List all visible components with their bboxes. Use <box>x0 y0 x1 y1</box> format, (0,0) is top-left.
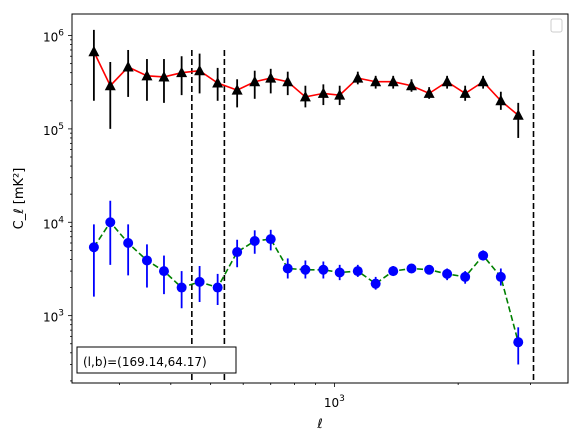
triangle-marker <box>265 72 277 83</box>
triangle-marker <box>334 89 346 100</box>
triangle-marker <box>88 45 100 57</box>
circle-marker <box>352 266 363 277</box>
plot-frame <box>71 13 569 384</box>
annotation: (l,b)=(169.14,64.17) <box>76 346 237 374</box>
triangle-marker <box>104 79 116 91</box>
circle-marker <box>88 242 99 253</box>
y-tick-label: 104 <box>43 215 64 231</box>
triangle-marker <box>441 75 453 87</box>
circle-marker <box>212 282 223 293</box>
triangle-marker <box>249 75 261 87</box>
triangle-marker <box>176 66 188 78</box>
tick-layer: 103 104 105 106 103 <box>43 29 531 410</box>
circle-marker <box>388 266 399 277</box>
annotation-box <box>76 346 237 374</box>
triangle-marker <box>282 75 294 87</box>
circle-marker <box>194 276 205 287</box>
circle-marker <box>105 217 116 228</box>
triangle-marker <box>158 70 170 82</box>
triangle-marker <box>352 72 364 83</box>
circle-marker <box>265 234 276 245</box>
circle-marker <box>232 247 243 258</box>
triangle-marker <box>423 87 435 98</box>
annotation-text: (l,b)=(169.14,64.17) <box>83 355 207 369</box>
triangle-marker <box>212 77 224 88</box>
triangle-marker <box>477 75 489 87</box>
series-1 <box>88 29 524 138</box>
x-tick-label: 103 <box>324 394 345 410</box>
circle-marker <box>249 236 260 247</box>
circle-marker <box>460 271 471 282</box>
triangle-marker <box>299 90 311 102</box>
triangle-marker <box>387 75 399 87</box>
circle-marker <box>123 237 134 248</box>
circle-marker <box>406 263 417 274</box>
circle-marker <box>478 250 489 261</box>
y-tick-label: 105 <box>43 122 64 138</box>
triangle-marker <box>231 84 243 95</box>
triangle-marker <box>495 94 507 106</box>
circle-marker <box>141 255 152 266</box>
x-axis-label: ℓ <box>316 417 322 432</box>
series-2-line <box>93 220 520 343</box>
y-axis-label: C_ℓ [mK²] <box>12 168 27 230</box>
triangle-marker <box>405 79 417 91</box>
circle-marker <box>495 271 506 282</box>
triangle-marker <box>194 64 206 76</box>
y-tick-label: 106 <box>43 29 64 45</box>
circle-marker <box>176 282 187 293</box>
series-2 <box>88 200 524 365</box>
triangle-marker <box>370 75 382 87</box>
circle-marker <box>442 268 453 279</box>
triangle-marker <box>141 69 153 81</box>
circle-marker <box>282 263 293 274</box>
circle-marker <box>334 267 345 278</box>
circle-marker <box>424 264 435 275</box>
legend-box <box>550 18 563 33</box>
triangle-marker <box>459 87 471 98</box>
series-layer <box>88 29 524 365</box>
circle-marker <box>318 264 329 275</box>
y-tick-label: 103 <box>43 309 64 325</box>
vertical-lines <box>191 49 535 383</box>
circle-marker <box>513 337 524 348</box>
triangle-marker <box>512 109 524 120</box>
circle-marker <box>300 264 311 275</box>
circle-marker <box>370 278 381 289</box>
triangle-marker <box>122 61 134 72</box>
triangle-marker <box>317 87 329 98</box>
circle-marker <box>158 266 169 277</box>
